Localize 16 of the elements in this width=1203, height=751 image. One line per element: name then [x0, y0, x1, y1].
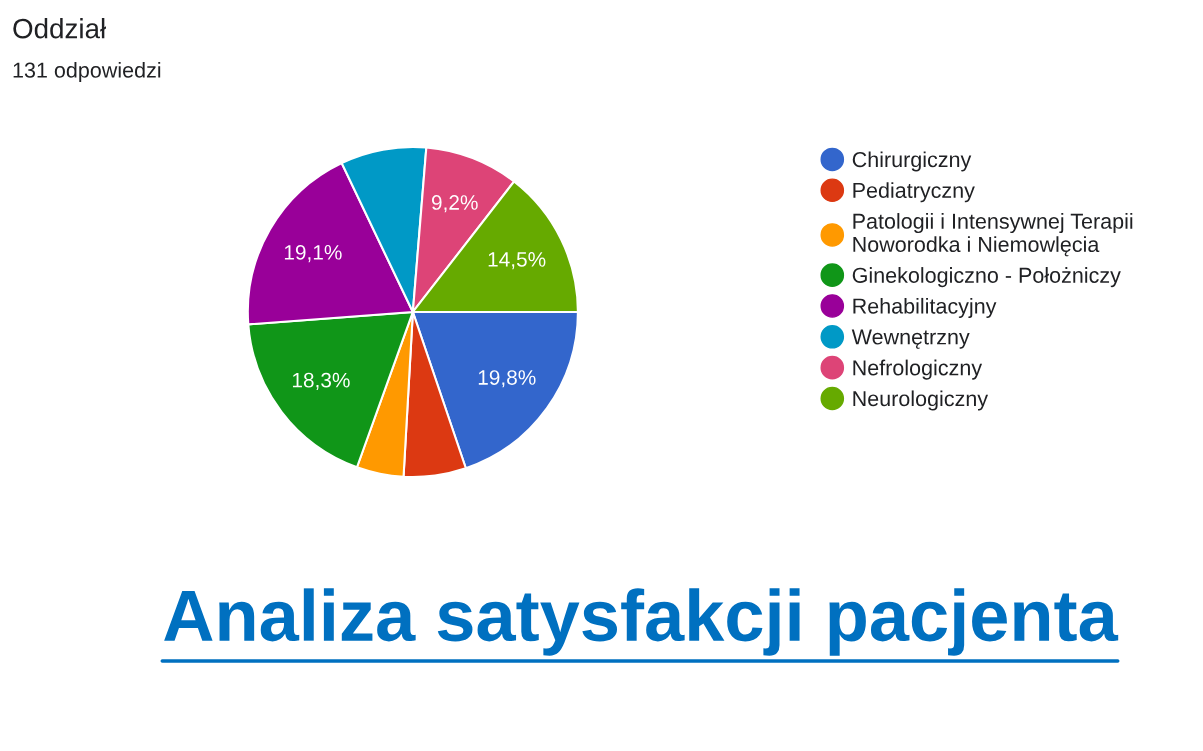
data-label: 18,3% [292, 372, 350, 390]
legend-label: Wewnętrzny [851, 329, 970, 349]
legend-label: Rehabilitacyjny [853, 297, 997, 318]
chart-subtitle: 131 odpowiedzi [13, 61, 161, 83]
legend-label: Pediatryczny [853, 182, 975, 203]
data-label: 19,1% [284, 244, 342, 263]
chart-title: Oddział [13, 18, 107, 39]
legend-label: Neurologiczny [853, 390, 989, 411]
data-label: 19,8% [478, 370, 536, 388]
data-label: 14,5% [488, 252, 546, 270]
legend-label: Ginekologiczno - Położniczy [852, 267, 1121, 288]
legend-label: Nefrologiczny [853, 359, 983, 380]
legend-label: Patologii i Intensywnej Terapii Noworodka i Niemowlęcia [853, 213, 1133, 257]
data-label: 9,2% [431, 195, 478, 213]
legend-label: Chirurgiczny [852, 151, 972, 172]
text: Analiza satysfakcji pacjenta [164, 588, 1119, 656]
